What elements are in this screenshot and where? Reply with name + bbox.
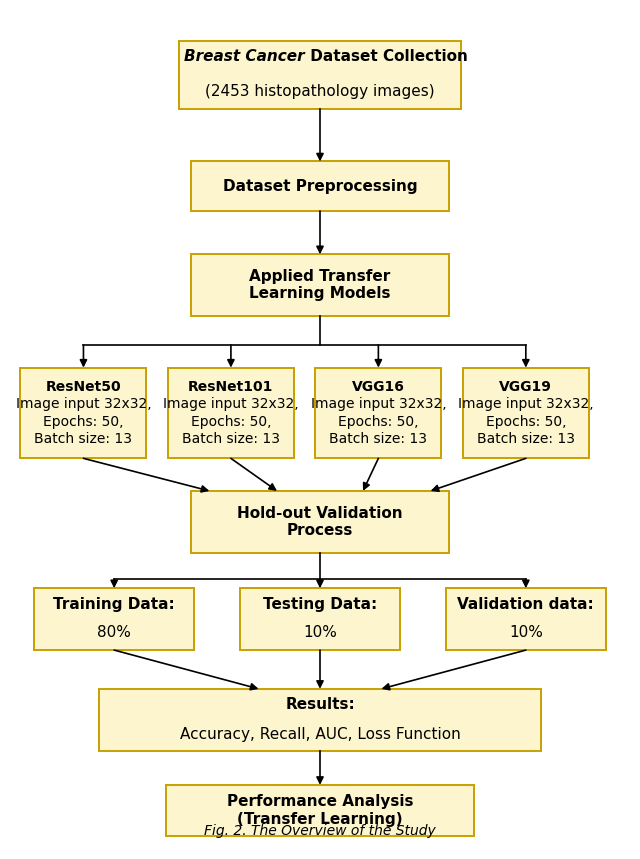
Text: Batch size: 13: Batch size: 13 [330,432,428,446]
Text: 10%: 10% [303,624,337,640]
Text: Testing Data:: Testing Data: [263,597,377,612]
Text: Hold-out Validation
Process: Hold-out Validation Process [237,506,403,538]
FancyBboxPatch shape [179,41,461,109]
Text: Image input 32x32,: Image input 32x32, [458,398,594,411]
FancyBboxPatch shape [166,785,474,836]
Text: (2453 histopathology images): (2453 histopathology images) [205,84,435,99]
Text: Epochs: 50,: Epochs: 50, [486,415,566,429]
Text: Image input 32x32,: Image input 32x32, [163,398,299,411]
Text: VGG16: VGG16 [352,380,405,394]
Text: VGG19: VGG19 [499,380,552,394]
FancyBboxPatch shape [463,368,589,459]
FancyBboxPatch shape [168,368,294,459]
Text: Dataset Collection: Dataset Collection [305,49,467,64]
FancyBboxPatch shape [35,588,194,650]
FancyBboxPatch shape [316,368,442,459]
Text: 10%: 10% [509,624,543,640]
Text: Batch size: 13: Batch size: 13 [182,432,280,446]
Text: Fig. 2. The Overview of the Study: Fig. 2. The Overview of the Study [204,824,436,838]
FancyBboxPatch shape [240,588,400,650]
Text: Batch size: 13: Batch size: 13 [35,432,132,446]
Text: Validation data:: Validation data: [458,597,594,612]
FancyBboxPatch shape [20,368,147,459]
Text: Image input 32x32,: Image input 32x32, [15,398,151,411]
FancyBboxPatch shape [446,588,605,650]
Text: Applied Transfer
Learning Models: Applied Transfer Learning Models [249,269,391,302]
Text: Training Data:: Training Data: [53,597,175,612]
Text: Batch size: 13: Batch size: 13 [477,432,575,446]
Text: Epochs: 50,: Epochs: 50, [44,415,124,429]
Text: Epochs: 50,: Epochs: 50, [338,415,419,429]
FancyBboxPatch shape [99,689,541,751]
Text: Dataset Preprocessing: Dataset Preprocessing [223,179,417,194]
FancyBboxPatch shape [191,161,449,211]
Text: Performance Analysis
(Transfer Learning): Performance Analysis (Transfer Learning) [227,795,413,826]
FancyBboxPatch shape [191,491,449,553]
Text: ResNet101: ResNet101 [188,380,273,394]
Text: Accuracy, Recall, AUC, Loss Function: Accuracy, Recall, AUC, Loss Function [180,727,460,742]
Text: Breast Cancer: Breast Cancer [184,49,305,64]
Text: Epochs: 50,: Epochs: 50, [191,415,271,429]
Text: ResNet50: ResNet50 [45,380,121,394]
Text: 80%: 80% [97,624,131,640]
Text: Results:: Results: [285,698,355,712]
FancyBboxPatch shape [191,254,449,316]
Text: Image input 32x32,: Image input 32x32, [310,398,446,411]
